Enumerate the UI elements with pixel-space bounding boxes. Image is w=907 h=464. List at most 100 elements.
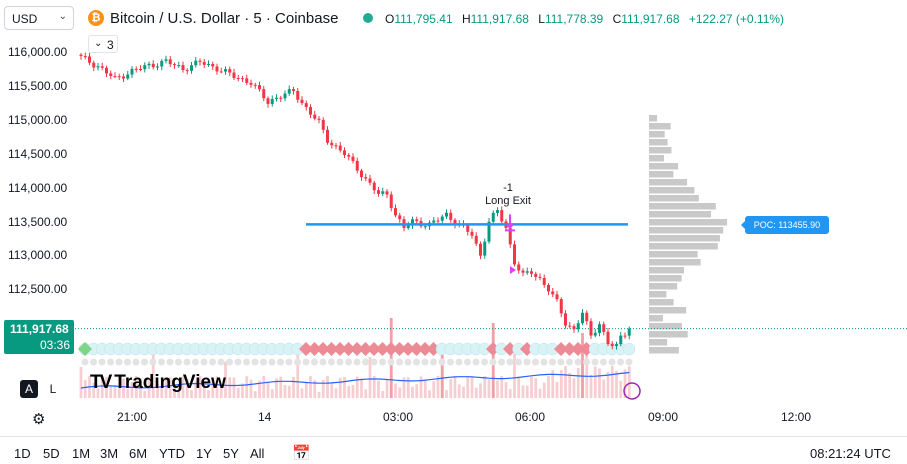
minor-signal-dot — [175, 358, 182, 366]
candle-body — [555, 294, 559, 300]
sell-signal-marker — [333, 342, 347, 356]
volume-bar — [606, 371, 610, 398]
sell-signal-marker — [554, 342, 568, 356]
minor-signal-dot — [285, 358, 293, 366]
candle-body — [513, 244, 516, 265]
candle-body — [466, 225, 470, 232]
volume-bar — [423, 379, 427, 398]
minor-signal-dot — [200, 358, 208, 366]
range-3m[interactable]: 3M — [100, 446, 119, 461]
minor-signal-dot — [574, 358, 582, 366]
symbol-title[interactable]: Bitcoin / U.S. Dollar · 5 · Coinbase — [110, 10, 339, 27]
candle-body — [368, 178, 372, 183]
candle-body — [432, 220, 436, 223]
candle-body — [164, 59, 168, 61]
minor-signal-dot — [387, 358, 395, 366]
profile-bar — [649, 299, 674, 306]
volume-bar — [321, 380, 325, 398]
ohlc-open-value: 111,795.41 — [394, 12, 453, 26]
minor-signal-dot — [345, 358, 352, 366]
range-5d[interactable]: 5D — [43, 446, 60, 461]
log-scale-button[interactable]: L — [49, 382, 57, 396]
candle-body — [474, 235, 478, 244]
signal-markers — [78, 342, 636, 366]
utc-clock[interactable]: 08:21:24 UTC — [810, 446, 891, 461]
candle-body — [275, 97, 278, 99]
volume-bar — [224, 361, 227, 398]
candle-body — [598, 324, 601, 333]
candle-body — [147, 63, 151, 66]
candle-body — [623, 335, 627, 337]
candle-body — [211, 64, 215, 67]
candle-body — [479, 243, 482, 256]
candle-body — [483, 241, 487, 256]
volume-bar — [411, 386, 414, 398]
minor-signal-dot — [209, 358, 216, 366]
candle-body — [270, 98, 274, 104]
candle-body — [317, 118, 321, 120]
candle-body — [508, 227, 512, 245]
volume-bar — [79, 367, 83, 398]
volume-bar — [589, 374, 593, 398]
range-6m[interactable]: 6M — [129, 446, 148, 461]
volume-bar — [394, 383, 397, 398]
candle-body — [330, 142, 334, 146]
minor-signal-dot — [217, 358, 225, 366]
volume-bar — [406, 377, 410, 398]
range-1y[interactable]: 1Y — [196, 446, 212, 461]
volume-bar — [139, 380, 142, 398]
market-status-icon[interactable] — [363, 13, 373, 23]
profile-bar — [649, 123, 671, 130]
currency-select[interactable]: USD ⌄ — [4, 6, 74, 30]
candle-body — [313, 114, 317, 119]
gear-icon[interactable]: ⚙ — [32, 411, 46, 428]
entry-arrow-marker — [510, 266, 516, 274]
volume-bar — [338, 377, 342, 398]
time-tick: 12:00 — [781, 410, 812, 424]
candle-body — [279, 97, 283, 99]
minor-signal-dot — [107, 358, 114, 366]
indicators-toggle[interactable]: ⌄ 3 — [88, 35, 118, 53]
sell-signal-marker — [409, 342, 424, 356]
minor-signal-dot — [328, 358, 335, 366]
volume-bar — [470, 377, 474, 398]
candle-body — [423, 226, 427, 228]
tradingview-wordmark: TradingView — [114, 372, 226, 393]
time-tick: 03:00 — [383, 410, 414, 424]
volume-bar — [542, 382, 546, 398]
auto-scale-button[interactable]: A — [20, 380, 38, 398]
volume-bar — [241, 383, 244, 398]
candle-body — [389, 194, 393, 209]
candle-body — [559, 299, 563, 314]
candle-body — [449, 212, 453, 220]
candle-body — [181, 65, 185, 71]
candle-body — [296, 91, 300, 100]
tradingview-mark-icon: TV — [90, 372, 112, 393]
range-1d[interactable]: 1D — [14, 446, 31, 461]
candle-body — [453, 219, 457, 225]
volume-spike — [440, 348, 444, 398]
volume-bar — [347, 385, 351, 398]
volume-bar — [156, 383, 159, 398]
price-tick: 113,000.00 — [8, 248, 68, 262]
minor-signal-dot — [489, 358, 497, 366]
range-5y[interactable]: 5Y — [223, 446, 239, 461]
minor-signal-dot — [311, 358, 318, 366]
calendar-goto-icon[interactable]: 📅 — [292, 445, 311, 462]
profile-bar — [649, 251, 698, 258]
volume-bar — [402, 377, 406, 398]
minor-signal-dot — [98, 358, 106, 366]
candle-body — [525, 271, 529, 273]
volume-bar — [300, 388, 304, 398]
candle-body — [470, 231, 474, 236]
range-all[interactable]: All — [250, 446, 265, 461]
range-ytd[interactable]: YTD — [159, 446, 185, 461]
range-1m[interactable]: 1M — [72, 446, 91, 461]
volume-bar — [513, 353, 516, 398]
candle-body — [487, 221, 491, 242]
candles — [79, 52, 631, 350]
tradingview-logo[interactable]: TV TradingView — [90, 372, 226, 394]
volume-bar — [304, 382, 308, 398]
candle-body — [615, 344, 618, 347]
